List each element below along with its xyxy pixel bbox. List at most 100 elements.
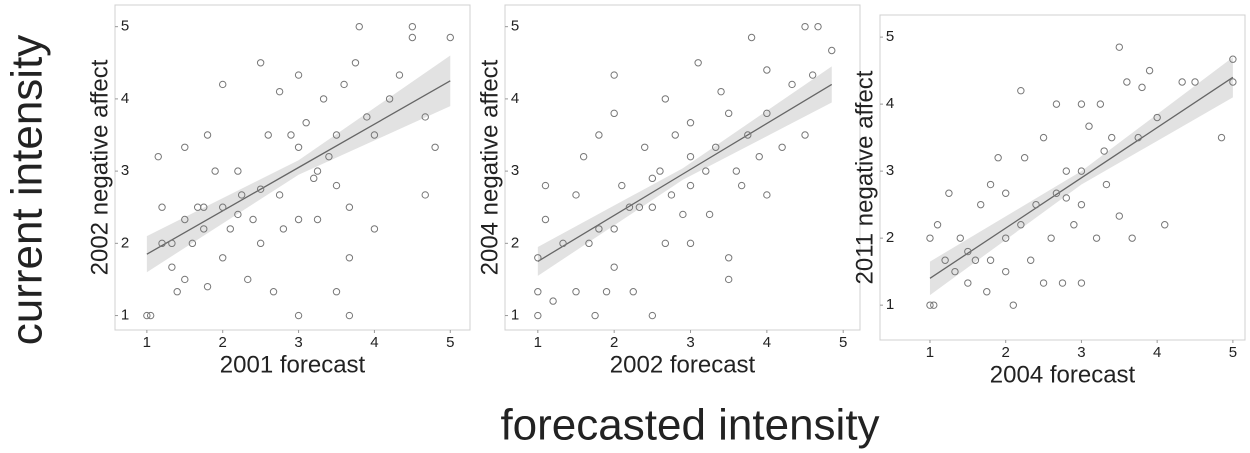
point [724,254,733,262]
point [986,256,995,264]
point [1161,221,1169,229]
x-axis-title: 2002 forecast [610,351,756,378]
point [219,203,227,211]
point [724,109,733,118]
point [648,311,657,320]
point [1092,234,1101,242]
point [977,200,985,209]
point [801,22,809,31]
point [431,143,439,151]
point [1070,221,1078,229]
point [173,288,181,296]
point [534,311,542,320]
point [351,59,360,67]
point [1115,43,1123,51]
point [964,247,972,256]
point [332,288,341,296]
point [994,154,1002,162]
point [408,33,417,42]
point [956,234,964,242]
point [211,167,219,175]
plot-frame [879,14,1246,341]
point [579,152,588,161]
point [345,311,354,320]
point [1032,200,1040,209]
point [1128,234,1136,242]
figure-y-label: current intensity [3,35,52,346]
point [744,131,752,139]
point [1047,234,1055,242]
point [287,131,295,139]
x-tick-label: 1 [534,334,542,351]
y-tick-label: 4 [886,95,894,112]
point [534,288,542,296]
point [363,113,371,121]
point [641,143,649,151]
point [294,215,303,224]
point [1153,113,1161,122]
point [310,174,318,183]
point [1009,301,1017,309]
y-axis-title: 2004 negative affect [476,59,503,275]
point [933,221,942,229]
y-tick-label: 4 [511,90,519,107]
point [983,288,991,296]
y-tick-label: 1 [511,307,519,324]
point [158,239,166,248]
point [1134,133,1142,142]
point [702,167,710,175]
point [1102,180,1111,189]
point [421,113,429,121]
point [370,131,379,139]
point [219,80,227,89]
point [602,288,611,296]
point [395,71,404,79]
point [679,210,687,219]
point [1145,66,1154,75]
point [686,181,695,190]
point [717,87,725,96]
point [585,239,593,248]
confidence-band [929,57,1233,296]
point [1077,279,1086,287]
x-tick-label: 2 [1002,344,1010,361]
point [572,288,580,296]
point [648,174,657,183]
point [591,311,599,320]
point [1229,78,1237,86]
x-tick-label: 1 [143,334,151,351]
confidence-band [537,66,832,276]
point [370,225,379,233]
point [625,203,634,211]
point [203,131,212,139]
point [763,191,771,199]
y-tick-label: 5 [511,18,519,35]
point [618,181,626,190]
point [1039,279,1048,287]
point [686,119,695,127]
point [345,203,354,211]
y-tick-label: 4 [121,90,129,107]
point [1017,87,1025,95]
point [325,152,333,161]
plot-frame [504,4,861,331]
point [355,22,363,31]
point [724,275,733,284]
point [763,66,771,74]
point [1178,78,1186,86]
point [1062,167,1070,175]
point [219,254,227,262]
point [249,215,257,224]
point [755,152,763,161]
point [264,131,272,139]
y-axis-title: 2011 negative affect [851,70,878,284]
point [732,167,741,175]
point [814,22,822,31]
point [694,59,702,67]
point [385,95,394,103]
point [275,191,284,199]
point [181,215,189,224]
point [572,191,580,199]
x-tick-label: 2 [610,334,618,351]
point [168,239,176,248]
